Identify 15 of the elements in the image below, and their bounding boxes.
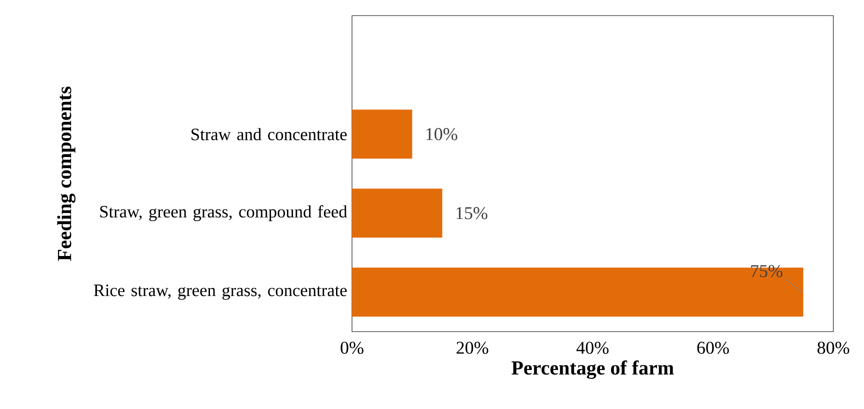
bar <box>352 188 442 238</box>
y-axis-title: Feeding components <box>57 86 76 261</box>
x-tick-label: 40% <box>576 342 609 354</box>
y-tick-label: Rice straw, green grass, concentrate <box>94 284 347 300</box>
y-tick-label: Straw and concentrate <box>192 128 347 140</box>
x-tick-label: 0% <box>340 342 364 354</box>
x-axis-title: Percentage of farm <box>512 360 674 379</box>
x-tick-label: 60% <box>697 342 729 354</box>
bar <box>352 110 412 159</box>
data-label: 75% <box>751 265 782 278</box>
data-label: 10% <box>426 128 458 140</box>
x-tick-label: 80% <box>818 342 850 354</box>
x-tick-label: 20% <box>456 342 488 354</box>
data-label: 15% <box>456 207 488 220</box>
y-tick-label: Straw, green grass, compound feed <box>100 205 348 222</box>
